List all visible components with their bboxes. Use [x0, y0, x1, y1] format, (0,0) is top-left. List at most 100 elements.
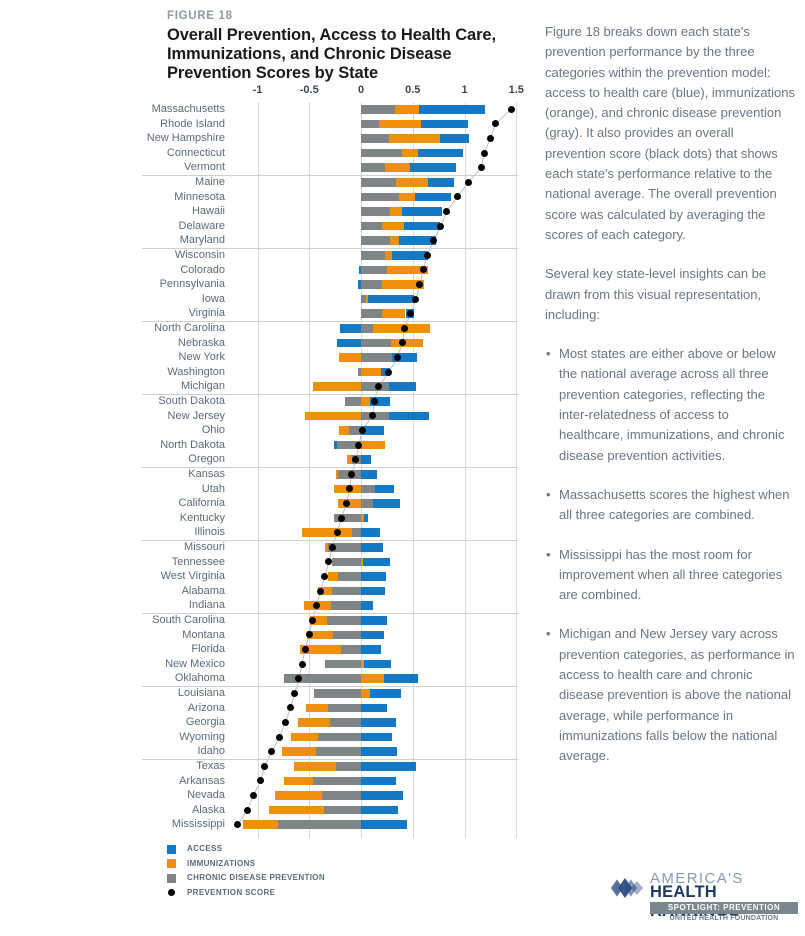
group-separator [142, 394, 518, 395]
prevention-score-dot [295, 675, 303, 683]
state-label: Washington [167, 365, 225, 378]
legend-item-immunizations: IMMUNIZATIONS [167, 858, 507, 870]
prevention-score-dot [337, 514, 345, 522]
chronic-disease-prevention-segment [361, 280, 382, 289]
x-axis-tick-0-5: 0.5 [405, 84, 421, 96]
x-axis-tick-1: 1 [461, 84, 468, 96]
immunizations-segment [378, 119, 422, 129]
access-segment [383, 674, 418, 683]
chart-row: Rhode Island [0, 117, 538, 132]
access-segment [361, 528, 380, 537]
group-separator [142, 759, 518, 760]
prevention-score-dot [328, 543, 336, 551]
access-segment [414, 192, 452, 202]
state-label: Illinois [194, 526, 225, 539]
legend-swatch-access-icon [167, 844, 176, 854]
side-commentary: Figure 18 breaks down each state's preve… [545, 22, 795, 786]
chronic-disease-prevention-segment [361, 382, 389, 391]
immunizations-segment [381, 280, 425, 289]
state-label: Connecticut [166, 146, 225, 159]
chronic-disease-prevention-segment [361, 338, 391, 348]
prevention-score-dot [407, 310, 415, 318]
access-segment [361, 762, 416, 771]
logo-line-spotlight: SPOTLIGHT: PREVENTION [650, 902, 798, 914]
prevention-score-dot [287, 704, 295, 712]
state-label: Maryland [179, 234, 225, 247]
prevention-score-dot [291, 689, 299, 697]
prevention-scores-chart: -1 -0.5 0 0.5 1 1.5 Massachusetts Rhode Island… [0, 84, 538, 838]
chart-row: Colorado [0, 263, 538, 278]
chronic-disease-prevention-segment [341, 645, 361, 654]
prevention-score-dot [480, 149, 488, 157]
chart-row: Massachusetts [0, 102, 538, 117]
prevention-score-dot [370, 397, 378, 405]
state-label: Rhode Island [160, 117, 225, 130]
state-label: New York [178, 351, 225, 364]
access-segment [361, 455, 372, 464]
legend-label: PREVENTION SCORE [187, 887, 276, 897]
immunizations-segment [386, 265, 429, 275]
chronic-disease-prevention-segment [361, 294, 367, 304]
access-segment [361, 732, 393, 742]
state-label: Hawaii [191, 205, 225, 218]
state-label: Tennessee [171, 555, 225, 568]
prevention-score-dot [275, 733, 283, 741]
state-label: Kansas [188, 468, 225, 480]
prevention-score-dot [507, 105, 515, 113]
chronic-disease-prevention-segment [332, 557, 361, 567]
legend-swatch-prevention-score-icon [168, 888, 175, 896]
prevention-score-dot [261, 762, 269, 770]
prevention-score-dot [249, 791, 257, 799]
prevention-score-dot [416, 280, 424, 288]
x-axis-tick--0-5: -0.5 [299, 84, 319, 96]
chronic-disease-prevention-segment [361, 178, 397, 187]
health-rankings-mark-icon [611, 878, 643, 898]
immunizations-segment [313, 382, 361, 391]
immunizations-segment [275, 791, 322, 800]
page-title: Overall Prevention, Access to Health Car… [167, 26, 496, 82]
state-label: Wyoming [179, 730, 225, 743]
access-segment [361, 718, 397, 727]
state-label: Utah [201, 482, 225, 495]
chart-row: Maryland [0, 233, 538, 248]
prevention-score-dot [355, 441, 363, 449]
state-label: Idaho [197, 745, 225, 758]
access-segment [361, 572, 386, 581]
access-segment [388, 382, 416, 391]
immunizations-segment [305, 411, 361, 421]
prevention-score-dot [321, 572, 329, 580]
state-label: Michigan [180, 380, 225, 393]
chart-row: Alabama [0, 584, 538, 599]
prevention-score-dot [346, 485, 354, 493]
prevention-score-dot [393, 353, 401, 361]
access-segment [418, 105, 486, 114]
chart-row: Louisiana [0, 686, 538, 701]
chronic-disease-prevention-segment [332, 586, 361, 596]
chronic-disease-prevention-segment [361, 324, 374, 333]
prevention-score-dot [305, 631, 313, 639]
chart-row: New Jersey [0, 409, 538, 424]
chart-row: South Carolina [0, 613, 538, 628]
chronic-disease-prevention-segment [361, 236, 390, 245]
immunizations-segment [243, 820, 279, 829]
immunizations-segment [361, 440, 385, 450]
chart-row: Georgia [0, 715, 538, 730]
chronic-disease-prevention-segment [361, 207, 390, 216]
chart-legend: ACCESS IMMUNIZATIONS CHRONIC DISEASE PREVE… [167, 843, 507, 901]
access-segment [409, 163, 457, 172]
prevention-score-dot [443, 207, 451, 215]
chart-row: New York [0, 350, 538, 365]
immunizations-segment [399, 192, 415, 202]
chronic-disease-prevention-segment [361, 221, 382, 231]
prevention-score-dot [465, 178, 473, 186]
prevention-score-dot [423, 251, 431, 259]
chronic-disease-prevention-segment [361, 148, 403, 158]
access-segment [361, 645, 381, 654]
logo-line-americas: AMERICA'S [650, 870, 744, 887]
chronic-disease-prevention-segment [361, 192, 400, 202]
group-separator [142, 175, 518, 176]
legend-label: ACCESS [187, 844, 223, 853]
chronic-disease-prevention-segment [351, 528, 361, 537]
chronic-disease-prevention-segment [361, 119, 379, 129]
chart-row: Texas [0, 759, 538, 774]
